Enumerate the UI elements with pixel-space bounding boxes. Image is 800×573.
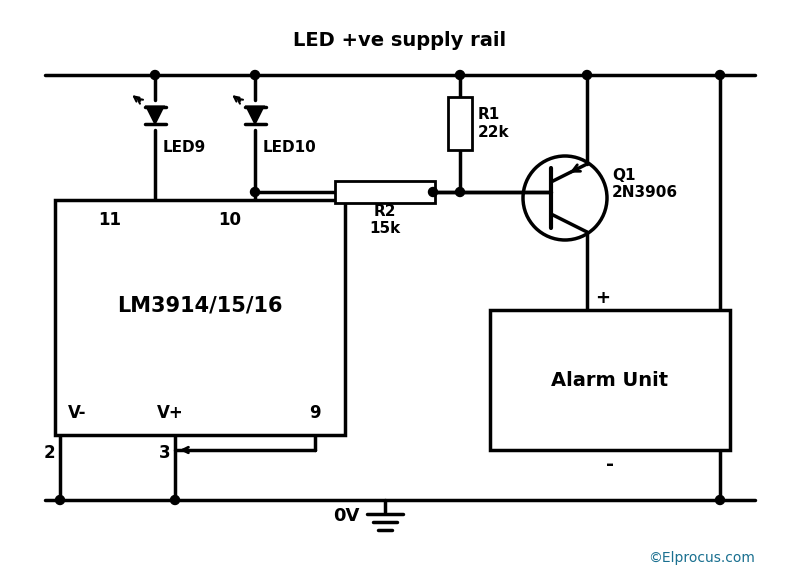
- Text: R2
15k: R2 15k: [370, 204, 401, 236]
- Text: 10: 10: [218, 211, 242, 229]
- Circle shape: [715, 70, 725, 80]
- Bar: [448, 97, 472, 150]
- Text: LED9: LED9: [163, 140, 206, 155]
- Polygon shape: [146, 107, 163, 124]
- Text: 3: 3: [158, 444, 170, 462]
- Text: R1
22k: R1 22k: [478, 107, 510, 140]
- Text: LED10: LED10: [263, 140, 317, 155]
- Circle shape: [429, 187, 438, 197]
- Text: 0V: 0V: [333, 507, 359, 525]
- Text: 11: 11: [98, 211, 122, 229]
- Text: 2: 2: [43, 444, 55, 462]
- Text: -: -: [606, 454, 614, 473]
- Circle shape: [250, 70, 259, 80]
- Circle shape: [170, 496, 179, 504]
- Text: ©Elprocus.com: ©Elprocus.com: [648, 551, 755, 565]
- Text: LM3914/15/16: LM3914/15/16: [118, 296, 282, 316]
- Circle shape: [250, 187, 259, 197]
- Circle shape: [582, 70, 591, 80]
- Text: Alarm Unit: Alarm Unit: [551, 371, 669, 390]
- Text: Q1
2N3906: Q1 2N3906: [612, 168, 678, 200]
- Circle shape: [55, 496, 65, 504]
- Circle shape: [455, 70, 465, 80]
- Circle shape: [715, 496, 725, 504]
- Bar: [55, 200, 345, 435]
- Text: V+: V+: [157, 404, 183, 422]
- Circle shape: [455, 187, 465, 197]
- Text: LED +ve supply rail: LED +ve supply rail: [294, 30, 506, 49]
- Polygon shape: [246, 107, 263, 124]
- Circle shape: [150, 70, 159, 80]
- Bar: [490, 310, 730, 450]
- Text: V-: V-: [68, 404, 86, 422]
- Text: +: +: [595, 289, 610, 307]
- Text: 9: 9: [309, 404, 321, 422]
- Bar: [335, 181, 435, 203]
